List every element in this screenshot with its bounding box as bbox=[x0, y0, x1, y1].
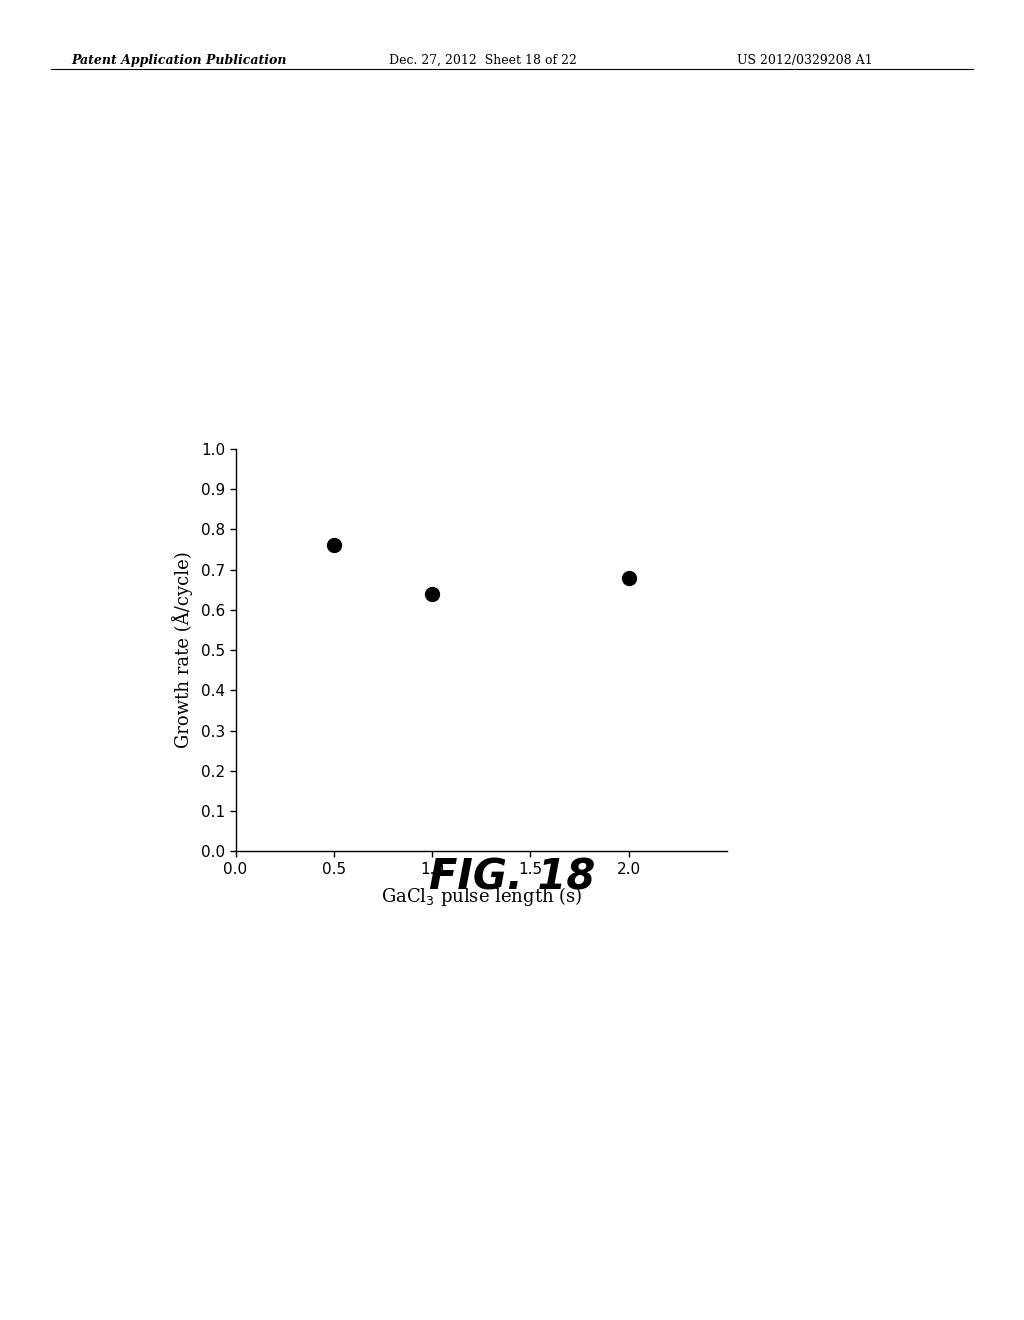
X-axis label: GaCl$_3$ pulse length (s): GaCl$_3$ pulse length (s) bbox=[381, 886, 582, 908]
Text: Dec. 27, 2012  Sheet 18 of 22: Dec. 27, 2012 Sheet 18 of 22 bbox=[389, 54, 577, 67]
Point bbox=[621, 568, 637, 589]
Y-axis label: Growth rate (Å/cycle): Growth rate (Å/cycle) bbox=[172, 552, 193, 748]
Text: US 2012/0329208 A1: US 2012/0329208 A1 bbox=[737, 54, 872, 67]
Point bbox=[424, 583, 440, 605]
Text: FIG. 18: FIG. 18 bbox=[429, 857, 595, 899]
Point bbox=[326, 535, 342, 556]
Text: Patent Application Publication: Patent Application Publication bbox=[72, 54, 287, 67]
